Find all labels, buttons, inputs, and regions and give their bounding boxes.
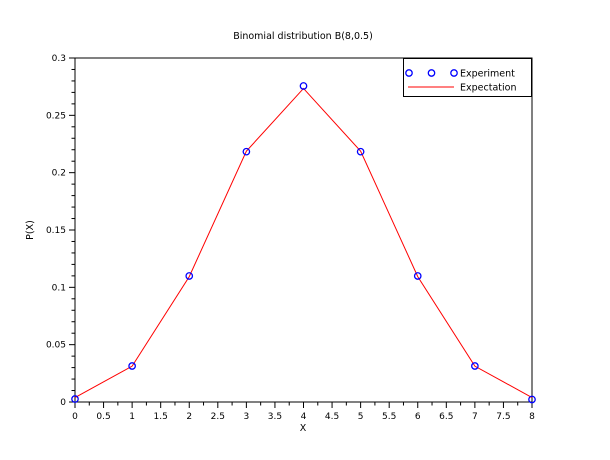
expectation-line-group bbox=[74, 87, 533, 398]
experiment-point bbox=[242, 147, 251, 156]
x-tick-label: 2 bbox=[186, 412, 192, 422]
x-tick-label: 6 bbox=[415, 412, 421, 422]
chart-title: Binomial distribution B(8,0.5) bbox=[233, 31, 373, 42]
legend-box bbox=[403, 58, 532, 97]
x-tick-label: 0 bbox=[72, 412, 78, 422]
x-tick-label: 8 bbox=[529, 412, 535, 422]
experiment-point bbox=[185, 272, 194, 280]
x-tick-label: 1.5 bbox=[154, 412, 168, 422]
experiment-point bbox=[71, 395, 79, 403]
y-axis-label: P(X) bbox=[25, 220, 36, 240]
experiment-point bbox=[413, 272, 422, 280]
x-tick-label: 5.5 bbox=[382, 412, 396, 422]
experiment-point bbox=[471, 362, 479, 370]
x-tick-label: 6.5 bbox=[439, 412, 453, 422]
legend-marker-circle bbox=[405, 69, 413, 77]
x-tick-label: 2.5 bbox=[211, 412, 225, 422]
legend-marker-circle bbox=[450, 69, 458, 77]
x-tick-label: 4 bbox=[301, 412, 307, 422]
y-tick-label: 0 bbox=[60, 398, 66, 408]
x-tick-label: 1 bbox=[129, 412, 135, 422]
x-axis-ticks: 0 0.5 1 1.5 2 2.5 3 3.5 4 4.5 5 5.5 6 6.5 7 7.5 8 bbox=[72, 402, 535, 422]
legend: Experiment Expectation bbox=[403, 58, 532, 97]
legend-experiment-label: Experiment bbox=[460, 69, 515, 80]
y-tick-label: 0.15 bbox=[46, 226, 66, 236]
plot-border bbox=[74, 57, 533, 403]
y-tick-label: 0.05 bbox=[46, 341, 66, 351]
x-tick-label: 4.5 bbox=[325, 412, 339, 422]
x-tick-label: 0.5 bbox=[96, 412, 110, 422]
experiment-point bbox=[356, 147, 365, 156]
y-axis-ticks: 0 0.05 0.1 0.15 0.2 0.25 0.3 bbox=[46, 54, 75, 408]
legend-experiment-marker-icon bbox=[405, 69, 458, 77]
y-tick-label: 0.25 bbox=[46, 111, 66, 121]
experiment-point bbox=[299, 82, 308, 90]
expectation-line bbox=[74, 87, 533, 398]
experiment-point bbox=[528, 395, 536, 404]
y-tick-label: 0.3 bbox=[52, 54, 66, 64]
x-tick-label: 7 bbox=[472, 412, 478, 422]
x-tick-label: 5 bbox=[358, 412, 364, 422]
legend-marker-circle bbox=[427, 69, 436, 77]
x-tick-label: 3.5 bbox=[268, 412, 282, 422]
y-tick-label: 0.1 bbox=[52, 283, 66, 293]
x-axis-label: X bbox=[300, 423, 307, 434]
experiment-points-group bbox=[71, 82, 536, 404]
x-tick-label: 3 bbox=[244, 412, 250, 422]
experiment-point bbox=[128, 362, 136, 370]
y-tick-label: 0.2 bbox=[52, 169, 66, 179]
x-tick-label: 7.5 bbox=[496, 412, 510, 422]
legend-expectation-label: Expectation bbox=[460, 83, 516, 94]
